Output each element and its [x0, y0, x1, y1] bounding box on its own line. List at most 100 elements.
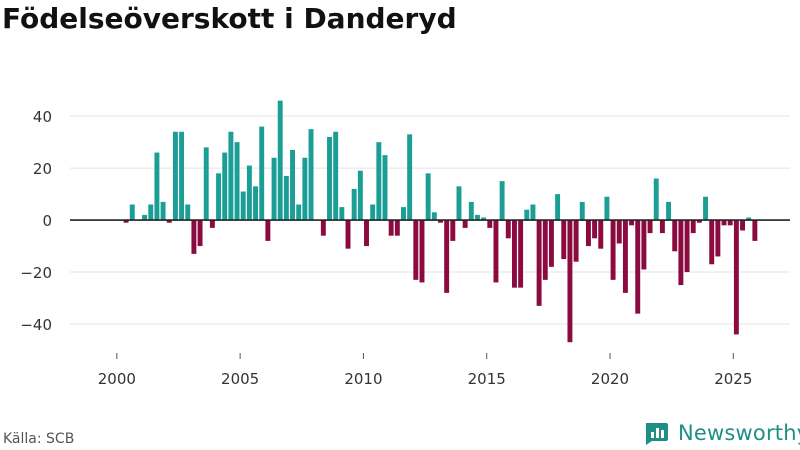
bar	[703, 196, 709, 221]
bar	[431, 212, 437, 221]
grid-lines	[70, 115, 790, 325]
bar	[228, 131, 234, 221]
bar	[696, 220, 702, 223]
bar	[672, 220, 678, 252]
x-tick-label: 2020	[591, 370, 629, 388]
bar	[499, 181, 505, 221]
bar	[629, 220, 635, 226]
bar	[222, 152, 228, 221]
bar	[185, 204, 191, 221]
bar	[561, 220, 567, 260]
x-tick-label: 2005	[221, 370, 259, 388]
bar	[450, 220, 456, 241]
bar	[616, 220, 622, 244]
bar	[721, 220, 727, 226]
brand-logo[interactable]: Newsworthy	[644, 420, 800, 446]
y-tick-label: −40	[20, 316, 52, 334]
bar	[302, 157, 308, 221]
bar	[364, 220, 369, 247]
bar	[530, 204, 536, 221]
bar	[308, 129, 314, 221]
bar	[394, 220, 400, 236]
bar	[653, 178, 659, 221]
bar	[481, 217, 487, 221]
bar	[216, 173, 222, 221]
bar	[240, 191, 246, 221]
bar	[678, 220, 684, 286]
bar	[376, 142, 382, 221]
source-label: Källa: SCB	[3, 431, 75, 447]
y-tick-label: 0	[42, 212, 52, 230]
bar	[129, 204, 135, 221]
bar	[555, 194, 561, 221]
bar	[548, 220, 554, 267]
bar	[327, 136, 332, 221]
bar	[493, 220, 499, 283]
bar	[468, 201, 474, 221]
bar	[246, 165, 252, 221]
bar	[536, 220, 542, 306]
bar	[203, 147, 209, 221]
bar	[333, 131, 339, 221]
bar	[622, 220, 628, 293]
bar	[715, 220, 721, 257]
bar	[690, 220, 696, 234]
bar	[456, 186, 462, 221]
bar	[444, 220, 450, 293]
bar	[733, 220, 739, 335]
bar	[425, 173, 431, 221]
bar	[419, 220, 425, 283]
bar	[259, 126, 265, 221]
bar	[635, 220, 641, 314]
bar	[271, 157, 277, 221]
bar	[567, 220, 573, 343]
bar	[511, 220, 517, 288]
x-tick-label: 2000	[98, 370, 136, 388]
bar	[401, 207, 406, 221]
bar	[370, 204, 376, 221]
bar	[598, 220, 604, 249]
bar	[154, 152, 160, 221]
bar	[752, 220, 758, 241]
bar	[148, 204, 154, 221]
bar	[438, 220, 443, 223]
bar	[524, 209, 530, 221]
bar	[659, 220, 665, 234]
bar	[197, 220, 203, 247]
newsworthy-logo-icon	[646, 423, 668, 445]
brand-name: Newsworthy	[678, 421, 800, 445]
bar	[166, 220, 172, 223]
bar	[209, 220, 215, 228]
bar	[388, 220, 394, 236]
bar	[573, 220, 579, 262]
bar	[382, 155, 388, 221]
bar	[487, 220, 493, 228]
bar	[610, 220, 616, 280]
bar	[518, 220, 524, 288]
bar	[142, 214, 148, 221]
bar	[579, 201, 585, 221]
bar	[684, 220, 690, 273]
bar	[604, 196, 610, 221]
bar	[339, 207, 345, 221]
bar	[320, 220, 326, 236]
bar	[191, 220, 197, 254]
bar	[253, 186, 259, 221]
bar	[413, 220, 419, 280]
bar	[475, 214, 480, 221]
bar	[123, 220, 129, 223]
bar	[641, 220, 647, 270]
bar	[357, 170, 363, 221]
bar	[277, 100, 283, 221]
x-tick-label: 2010	[344, 370, 382, 388]
y-tick-label: 20	[33, 160, 52, 178]
bar	[234, 142, 240, 221]
bar	[179, 131, 185, 221]
bar	[647, 220, 653, 234]
axes: −40 −20 0 20 40 2000 2005 2010 2015 2020 2025	[20, 108, 790, 388]
chart-title: Födelseöverskott i Danderyd	[2, 2, 457, 35]
bar	[666, 201, 672, 221]
bar	[345, 220, 351, 249]
bar	[740, 220, 745, 231]
